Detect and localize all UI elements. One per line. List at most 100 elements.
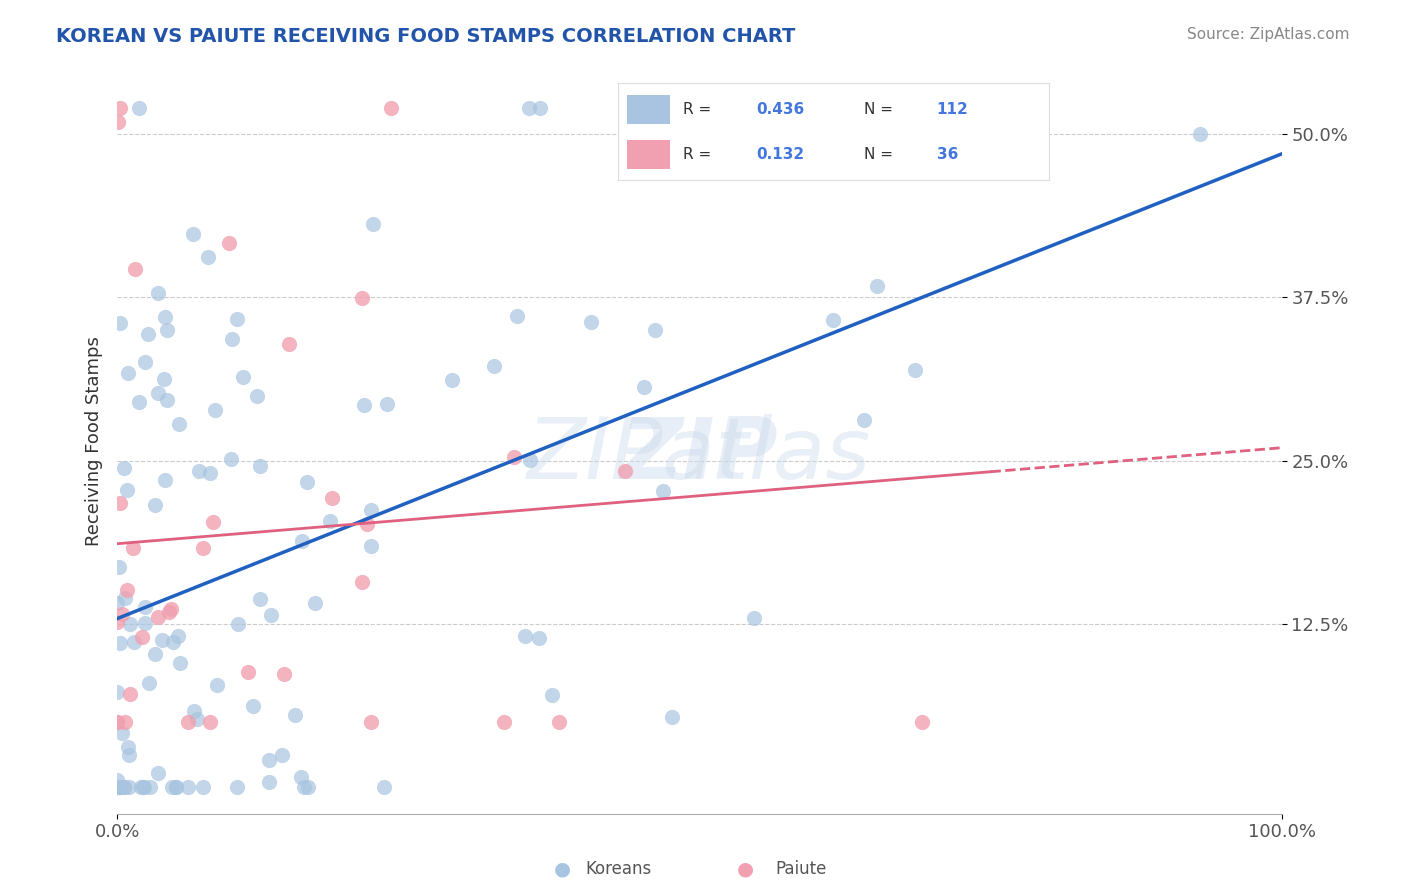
Point xyxy=(225,780,247,795)
Point xyxy=(156,323,179,337)
Point xyxy=(110,636,132,650)
Point xyxy=(207,677,229,691)
Text: KOREAN VS PAIUTE RECEIVING FOOD STAMPS CORRELATION CHART: KOREAN VS PAIUTE RECEIVING FOOD STAMPS C… xyxy=(56,27,796,45)
Point xyxy=(617,101,640,115)
Point xyxy=(441,373,464,387)
Point xyxy=(111,607,134,621)
Point xyxy=(517,101,540,115)
Point xyxy=(153,372,176,386)
Point xyxy=(270,748,292,763)
Point xyxy=(108,496,131,510)
Point xyxy=(278,337,301,351)
Point xyxy=(295,475,318,490)
Point xyxy=(111,726,134,740)
Point xyxy=(519,453,541,467)
Point xyxy=(134,355,156,369)
Point xyxy=(120,687,142,701)
Point xyxy=(121,541,143,556)
Point xyxy=(242,699,264,714)
Point xyxy=(661,710,683,724)
Point xyxy=(108,101,131,115)
Point xyxy=(105,597,128,611)
Point xyxy=(138,675,160,690)
Point xyxy=(167,417,190,431)
Point xyxy=(613,464,636,478)
Point xyxy=(146,610,169,624)
Text: Source: ZipAtlas.com: Source: ZipAtlas.com xyxy=(1187,27,1350,42)
Point xyxy=(353,398,375,412)
Point xyxy=(198,467,221,481)
Point xyxy=(644,323,666,337)
Point xyxy=(107,615,129,629)
Point xyxy=(515,629,537,643)
Point xyxy=(105,685,128,699)
Point xyxy=(257,753,280,767)
Point xyxy=(360,502,382,516)
Point xyxy=(352,291,374,305)
Point xyxy=(976,162,998,177)
Point xyxy=(744,611,766,625)
Point xyxy=(375,397,398,411)
Point xyxy=(360,715,382,730)
Point xyxy=(492,715,515,730)
Point xyxy=(292,780,315,795)
Point xyxy=(548,715,571,730)
Point xyxy=(186,712,208,726)
Point xyxy=(117,780,139,795)
Point xyxy=(165,780,187,795)
Point xyxy=(319,514,342,528)
Point xyxy=(128,101,150,115)
Point xyxy=(107,715,129,730)
Point xyxy=(117,739,139,754)
Text: ●: ● xyxy=(554,859,571,878)
Point xyxy=(150,632,173,647)
Point xyxy=(202,516,225,530)
Point xyxy=(183,704,205,718)
Point xyxy=(166,629,188,643)
Point xyxy=(146,286,169,301)
Point xyxy=(112,460,135,475)
Point xyxy=(290,771,312,785)
Point xyxy=(866,278,889,293)
Point xyxy=(117,366,139,380)
Text: Koreans: Koreans xyxy=(585,860,652,878)
Point xyxy=(284,708,307,723)
Point xyxy=(226,617,249,632)
Point xyxy=(107,780,129,795)
Point xyxy=(131,631,153,645)
Point xyxy=(236,665,259,680)
Point xyxy=(122,635,145,649)
Point xyxy=(108,560,131,574)
Point xyxy=(321,491,343,505)
Point xyxy=(105,773,128,788)
Point xyxy=(139,780,162,795)
Point xyxy=(363,218,385,232)
Point xyxy=(259,607,281,622)
Point xyxy=(249,591,271,606)
Point xyxy=(177,780,200,795)
Point xyxy=(118,617,141,632)
Point xyxy=(153,310,176,324)
Point xyxy=(160,602,183,616)
Point xyxy=(114,591,136,605)
Point xyxy=(108,780,131,795)
Point xyxy=(134,616,156,631)
Point xyxy=(197,250,219,264)
Point xyxy=(503,450,526,464)
Point xyxy=(115,483,138,498)
Point xyxy=(112,780,135,795)
Point xyxy=(181,227,204,241)
Text: ZIPatlas: ZIPatlas xyxy=(527,415,872,498)
Point xyxy=(118,748,141,763)
Point xyxy=(131,780,153,795)
Point xyxy=(156,393,179,408)
Y-axis label: Receiving Food Stamps: Receiving Food Stamps xyxy=(86,336,103,546)
Point xyxy=(143,499,166,513)
Point xyxy=(529,101,551,115)
Point xyxy=(304,596,326,610)
Text: ZIP: ZIP xyxy=(620,415,779,498)
Point xyxy=(581,315,603,329)
Point xyxy=(108,780,131,795)
Point xyxy=(124,261,146,276)
Text: ●: ● xyxy=(737,859,754,878)
